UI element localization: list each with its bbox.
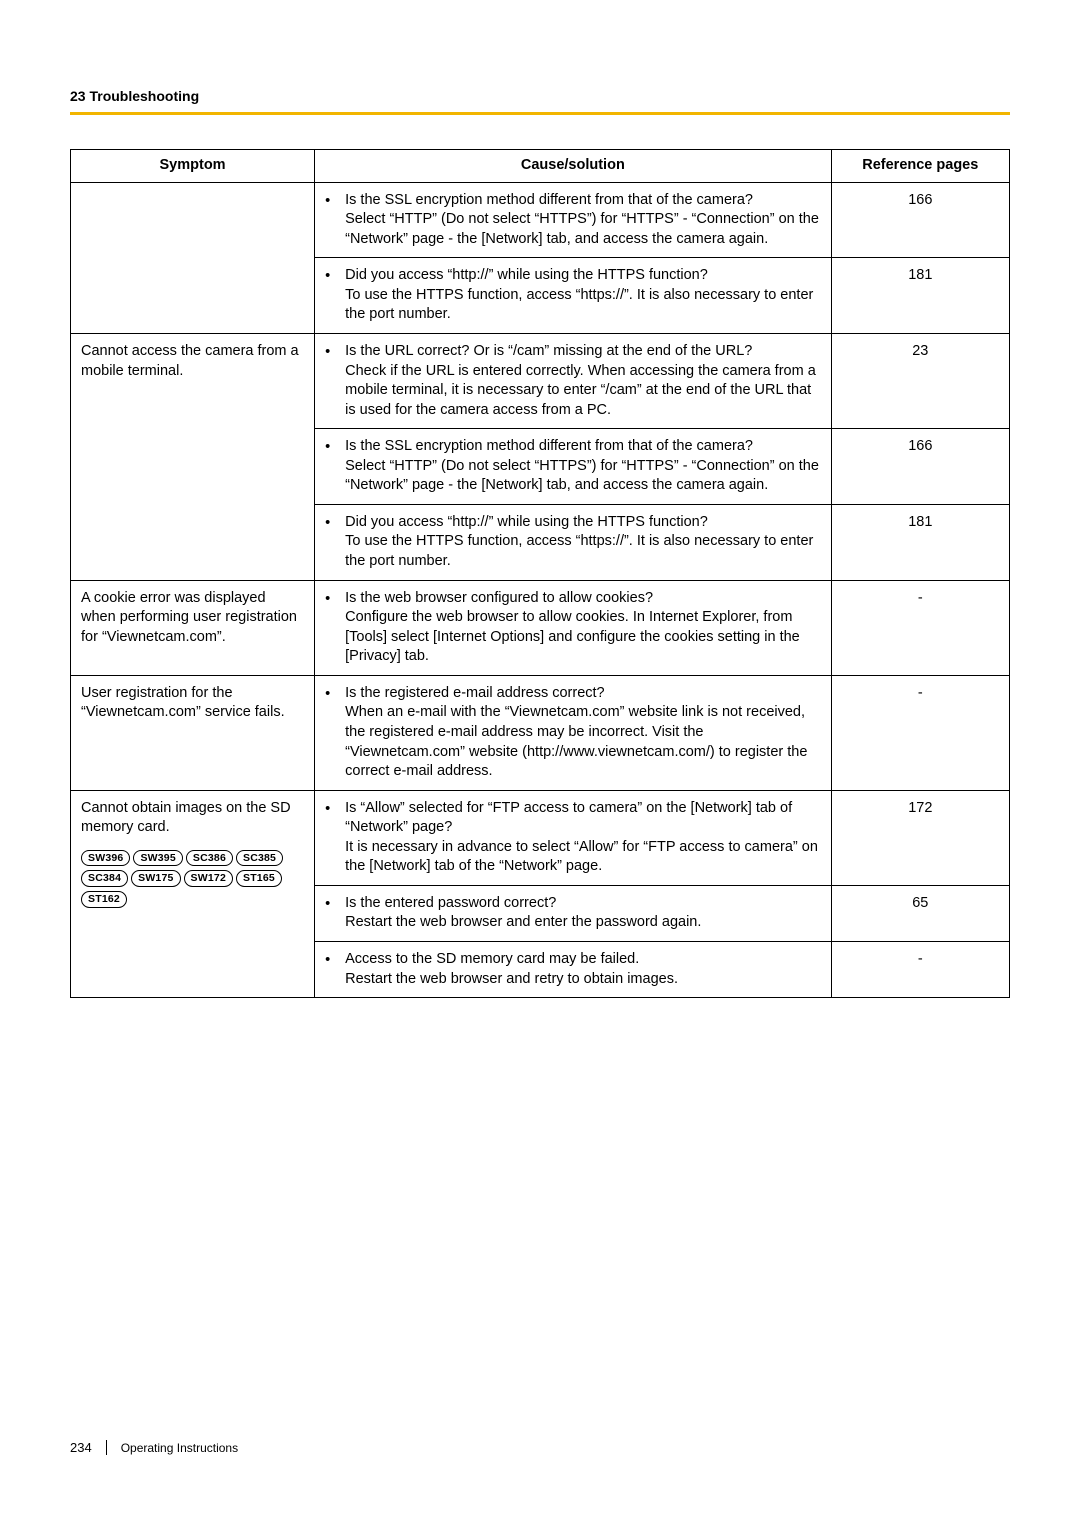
cause-cell: •Is the SSL encryption method different … [315, 429, 831, 505]
cause-cell: •Is the registered e-mail address correc… [315, 675, 831, 790]
cause-text: Did you access “http://” while using the… [345, 266, 820, 325]
cause-text: Is the registered e-mail address correct… [345, 684, 820, 782]
table-row: User registration for the “Viewnetcam.co… [71, 675, 1010, 790]
symptom-cell [71, 182, 315, 333]
reference-page-cell: 181 [831, 258, 1009, 334]
bullet-icon: • [325, 894, 345, 933]
model-badge: ST165 [236, 870, 282, 887]
model-badges: SW396SW395SC386SC385 SC384SW175SW172ST165… [81, 848, 304, 910]
header-cause: Cause/solution [315, 150, 831, 183]
bullet-icon: • [325, 684, 345, 782]
reference-page-cell: - [831, 675, 1009, 790]
reference-page-cell: 166 [831, 182, 1009, 258]
page-footer: 234 Operating Instructions [70, 1440, 238, 1455]
reference-page-cell: 166 [831, 429, 1009, 505]
bullet-icon: • [325, 342, 345, 420]
reference-page-cell: 181 [831, 504, 1009, 580]
cause-cell: •Is the SSL encryption method different … [315, 182, 831, 258]
bullet-icon: • [325, 437, 345, 496]
cause-text: Is the URL correct? Or is “/cam” missing… [345, 342, 820, 420]
model-badge: SC384 [81, 870, 128, 887]
table-row: Cannot access the camera from a mobile t… [71, 333, 1010, 428]
symptom-text: Cannot access the camera from a mobile t… [81, 342, 304, 381]
bullet-icon: • [325, 191, 345, 250]
model-badge: SW175 [131, 870, 180, 887]
reference-page-cell: 65 [831, 885, 1009, 941]
cause-text: Is “Allow” selected for “FTP access to c… [345, 799, 820, 877]
reference-page-cell: - [831, 942, 1009, 998]
bullet-icon: • [325, 950, 345, 989]
cause-cell: •Is “Allow” selected for “FTP access to … [315, 790, 831, 885]
cause-text: Did you access “http://” while using the… [345, 513, 820, 572]
reference-page-cell: 172 [831, 790, 1009, 885]
cause-cell: •Access to the SD memory card may be fai… [315, 942, 831, 998]
model-badge: SW395 [133, 850, 182, 867]
model-badge: SC385 [236, 850, 283, 867]
troubleshooting-table: Symptom Cause/solution Reference pages •… [70, 149, 1010, 998]
bullet-icon: • [325, 266, 345, 325]
cause-text: Is the SSL encryption method different f… [345, 191, 820, 250]
cause-text: Is the SSL encryption method different f… [345, 437, 820, 496]
heading-rule [70, 112, 1010, 115]
header-symptom: Symptom [71, 150, 315, 183]
symptom-cell: Cannot obtain images on the SD memory ca… [71, 790, 315, 998]
footer-page-number: 234 [70, 1440, 107, 1455]
cause-cell: •Is the entered password correct?Restart… [315, 885, 831, 941]
cause-cell: •Did you access “http://” while using th… [315, 504, 831, 580]
section-heading: 23 Troubleshooting [70, 88, 1010, 104]
model-badge: SW172 [184, 870, 233, 887]
model-badge: SC386 [186, 850, 233, 867]
symptom-cell: User registration for the “Viewnetcam.co… [71, 675, 315, 790]
table-row: •Is the SSL encryption method different … [71, 182, 1010, 258]
cause-text: Is the web browser configured to allow c… [345, 589, 820, 667]
symptom-text: Cannot obtain images on the SD memory ca… [81, 799, 304, 838]
cause-cell: •Is the URL correct? Or is “/cam” missin… [315, 333, 831, 428]
table-row: A cookie error was displayed when perfor… [71, 580, 1010, 675]
cause-cell: •Is the web browser configured to allow … [315, 580, 831, 675]
symptom-cell: A cookie error was displayed when perfor… [71, 580, 315, 675]
bullet-icon: • [325, 799, 345, 877]
table-header-row: Symptom Cause/solution Reference pages [71, 150, 1010, 183]
symptom-text: User registration for the “Viewnetcam.co… [81, 684, 304, 723]
cause-cell: •Did you access “http://” while using th… [315, 258, 831, 334]
cause-text: Is the entered password correct?Restart … [345, 894, 820, 933]
symptom-cell: Cannot access the camera from a mobile t… [71, 333, 315, 580]
model-badge: SW396 [81, 850, 130, 867]
bullet-icon: • [325, 589, 345, 667]
footer-text: Operating Instructions [121, 1441, 238, 1455]
reference-page-cell: 23 [831, 333, 1009, 428]
symptom-text: A cookie error was displayed when perfor… [81, 589, 304, 648]
reference-page-cell: - [831, 580, 1009, 675]
header-ref: Reference pages [831, 150, 1009, 183]
table-row: Cannot obtain images on the SD memory ca… [71, 790, 1010, 885]
model-badge: ST162 [81, 891, 127, 908]
cause-text: Access to the SD memory card may be fail… [345, 950, 820, 989]
bullet-icon: • [325, 513, 345, 572]
